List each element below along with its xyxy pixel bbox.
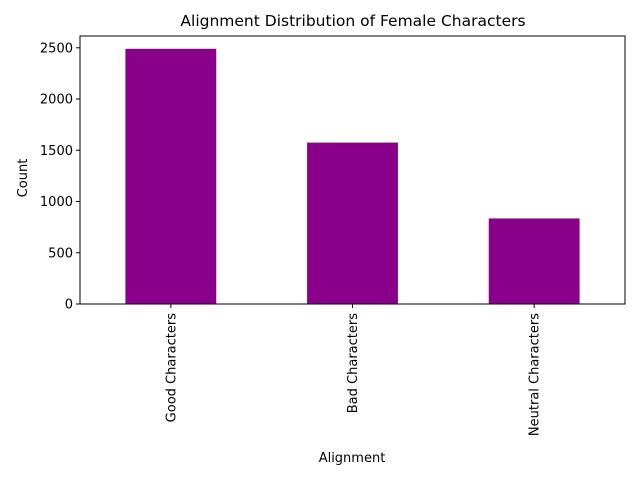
x-tick-label: Neutral Characters: [528, 313, 543, 436]
x-tick-label: Bad Characters: [346, 313, 361, 413]
y-tick-label: 1000: [40, 195, 73, 210]
y-tick-label: 2500: [40, 41, 73, 56]
y-axis-title: Count: [16, 159, 31, 198]
bar-good-characters: [125, 48, 217, 305]
y-tick-label: 500: [48, 246, 73, 261]
y-tick-label: 2000: [40, 93, 73, 108]
y-tick-label: 0: [65, 298, 73, 313]
y-tick-label: 1500: [40, 144, 73, 159]
x-tick-label: Good Characters: [164, 313, 179, 423]
bar-bad-characters: [307, 142, 398, 304]
chart-title: Alignment Distribution of Female Charact…: [180, 12, 525, 30]
x-axis-title: Alignment: [319, 451, 386, 466]
plot-area: 0 500 1000 1500 2000 2500 Good Characters Bad C…: [40, 35, 626, 436]
bar-neutral-characters: [488, 218, 580, 304]
